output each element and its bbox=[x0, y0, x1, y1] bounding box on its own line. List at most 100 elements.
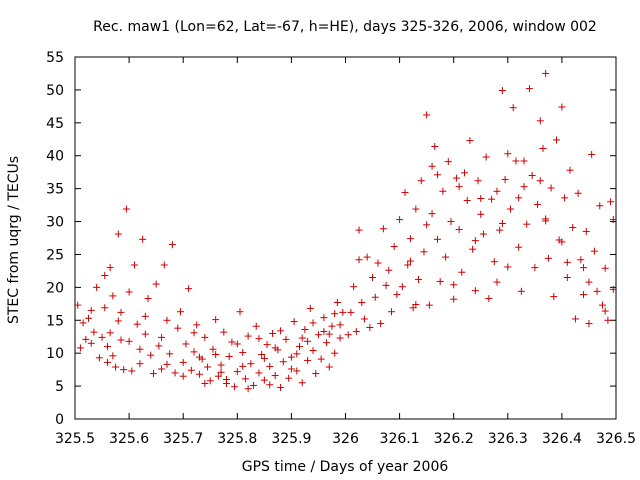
data-point bbox=[125, 337, 133, 345]
plot-frame bbox=[74, 56, 617, 420]
data-point bbox=[598, 301, 606, 309]
data-point bbox=[360, 315, 368, 323]
data-point bbox=[263, 341, 271, 349]
data-point bbox=[498, 220, 506, 228]
data-point bbox=[128, 367, 136, 375]
data-point bbox=[417, 177, 425, 185]
data-point bbox=[320, 327, 328, 335]
data-point bbox=[90, 328, 98, 336]
data-point bbox=[206, 377, 214, 385]
data-point bbox=[239, 349, 247, 357]
data-point bbox=[209, 345, 217, 353]
x-tick-label: 326.1 bbox=[380, 431, 420, 447]
data-points bbox=[74, 69, 617, 393]
data-point bbox=[477, 210, 485, 218]
data-point bbox=[336, 321, 344, 329]
data-point bbox=[347, 308, 355, 316]
data-point bbox=[582, 227, 590, 235]
data-point bbox=[577, 256, 585, 264]
data-point bbox=[190, 348, 198, 356]
data-point bbox=[185, 285, 193, 293]
data-point bbox=[122, 205, 130, 213]
data-point bbox=[328, 322, 336, 330]
data-point bbox=[585, 278, 593, 286]
data-point bbox=[247, 360, 255, 368]
data-point bbox=[287, 365, 295, 373]
data-point bbox=[428, 162, 436, 170]
data-point bbox=[585, 320, 593, 328]
y-tick-label: 50 bbox=[46, 83, 64, 99]
data-point bbox=[133, 320, 141, 328]
data-point bbox=[309, 347, 317, 355]
data-point bbox=[431, 143, 439, 151]
y-axis-label: STEC from uqrg / TECUs bbox=[6, 156, 22, 324]
data-point bbox=[217, 361, 225, 369]
data-point bbox=[536, 177, 544, 185]
x-tick-label: 326.2 bbox=[434, 431, 474, 447]
data-point bbox=[520, 157, 528, 165]
data-point bbox=[125, 288, 133, 296]
data-point bbox=[85, 314, 93, 322]
data-point bbox=[277, 327, 285, 335]
data-point bbox=[439, 187, 447, 195]
data-point bbox=[136, 345, 144, 353]
data-point bbox=[496, 226, 504, 234]
data-point bbox=[233, 340, 241, 348]
data-point bbox=[285, 374, 293, 382]
data-point bbox=[493, 187, 501, 195]
data-point bbox=[109, 292, 117, 300]
data-point bbox=[114, 230, 122, 238]
data-point bbox=[566, 166, 574, 174]
data-point bbox=[304, 337, 312, 345]
data-point bbox=[528, 171, 536, 179]
data-point bbox=[423, 111, 431, 119]
data-point bbox=[520, 183, 528, 191]
data-point bbox=[393, 291, 401, 299]
data-point bbox=[255, 335, 263, 343]
data-point bbox=[266, 381, 274, 389]
data-point bbox=[604, 316, 612, 324]
y-tick-label: 20 bbox=[46, 280, 64, 296]
data-point bbox=[222, 376, 230, 384]
data-point bbox=[190, 329, 198, 337]
data-point bbox=[507, 205, 515, 213]
data-point bbox=[131, 261, 139, 269]
data-point bbox=[425, 301, 433, 309]
data-point bbox=[103, 358, 111, 366]
data-point bbox=[563, 273, 571, 281]
data-point bbox=[217, 368, 225, 376]
data-point bbox=[569, 223, 577, 231]
data-point bbox=[331, 310, 339, 318]
data-point bbox=[385, 266, 393, 274]
data-point bbox=[571, 315, 579, 323]
data-point bbox=[536, 117, 544, 125]
data-point bbox=[498, 87, 506, 95]
data-point bbox=[309, 319, 317, 327]
data-point bbox=[525, 85, 533, 93]
data-point bbox=[144, 295, 152, 303]
data-point bbox=[433, 171, 441, 179]
data-point bbox=[387, 308, 395, 316]
y-tick-label: 55 bbox=[46, 50, 64, 66]
data-point bbox=[141, 312, 149, 320]
data-point bbox=[244, 385, 252, 393]
data-point bbox=[298, 379, 306, 387]
data-point bbox=[336, 334, 344, 342]
x-tick-label: 325.8 bbox=[217, 431, 257, 447]
data-point bbox=[268, 329, 276, 337]
y-tick-label: 25 bbox=[46, 247, 64, 263]
data-point bbox=[158, 365, 166, 373]
data-point bbox=[471, 237, 479, 245]
data-point bbox=[355, 256, 363, 264]
data-point bbox=[523, 220, 531, 228]
data-point bbox=[195, 353, 203, 361]
data-point bbox=[609, 285, 617, 293]
data-point bbox=[590, 247, 598, 255]
data-point bbox=[404, 261, 412, 269]
data-point bbox=[433, 235, 441, 243]
data-point bbox=[212, 316, 220, 324]
data-point bbox=[323, 339, 331, 347]
data-point bbox=[166, 350, 174, 358]
data-point bbox=[377, 320, 385, 328]
data-point bbox=[117, 308, 125, 316]
